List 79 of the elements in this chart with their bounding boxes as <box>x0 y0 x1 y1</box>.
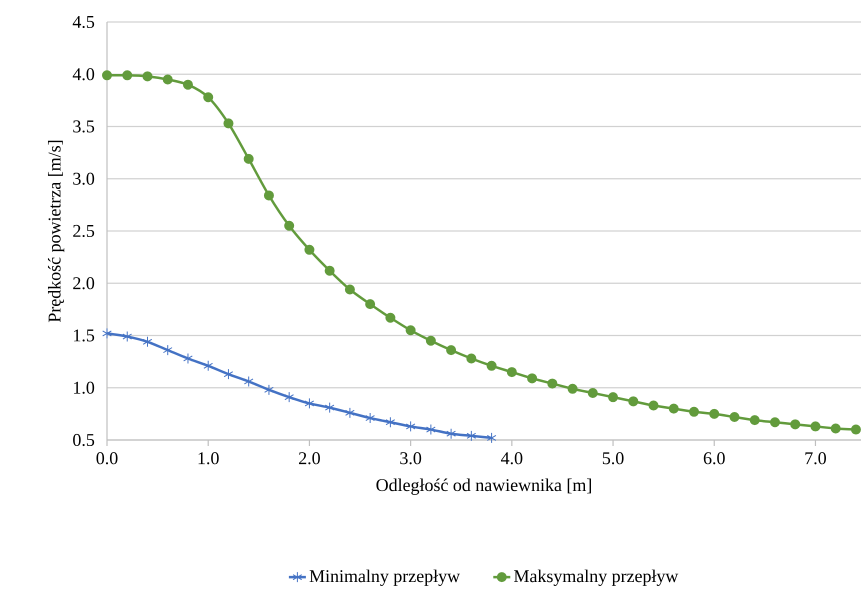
x-tick-label: 7.0 <box>805 452 826 464</box>
point <box>324 402 334 414</box>
x-tick-label: 4.0 <box>500 452 522 464</box>
y-tick-label: 0.5 <box>73 434 94 446</box>
point <box>729 412 740 422</box>
y-tick-label: 1.0 <box>74 382 94 394</box>
point <box>224 368 234 380</box>
point <box>142 71 152 82</box>
point <box>486 360 497 371</box>
point <box>162 344 173 356</box>
x-tick-label: 1.0 <box>198 452 219 464</box>
point <box>284 392 294 403</box>
point <box>709 408 720 419</box>
y-tick-label: 2.5 <box>73 224 94 238</box>
point <box>689 406 700 417</box>
y-tick-label: 3.5 <box>73 120 94 133</box>
point <box>122 331 132 342</box>
point <box>365 299 376 310</box>
point <box>486 432 496 444</box>
point <box>122 70 132 80</box>
x-tick-label: 6.0 <box>704 452 725 464</box>
y-tick-label: 4.0 <box>72 68 94 80</box>
y-tick-label: 3.0 <box>73 172 94 185</box>
point <box>406 325 416 336</box>
point <box>344 284 355 295</box>
x-tick-label: 2.0 <box>298 452 320 464</box>
point <box>426 424 436 436</box>
y-tick-label: 4.5 <box>72 16 94 28</box>
point <box>365 412 375 424</box>
point <box>446 345 456 356</box>
point <box>547 378 558 389</box>
point <box>244 154 254 164</box>
point <box>830 424 841 434</box>
y-tick-label: 2.0 <box>73 277 94 290</box>
point <box>668 404 679 414</box>
point <box>568 384 578 394</box>
point <box>345 407 355 418</box>
point <box>324 266 335 276</box>
point <box>264 384 274 396</box>
point <box>750 415 760 426</box>
x-axis-title: Odległość od nawiewnika [m] <box>376 478 591 495</box>
point <box>203 360 214 372</box>
point <box>506 367 517 378</box>
point <box>850 424 861 435</box>
y-tick-label: 1.5 <box>74 329 94 342</box>
point <box>182 80 193 90</box>
legend-label: Maksymalny przepływ <box>514 570 678 586</box>
y-axis-title: Prędkość powietrza [m/s] <box>48 140 64 322</box>
point <box>406 420 416 432</box>
point <box>608 392 618 402</box>
point <box>628 396 638 406</box>
point <box>142 336 152 348</box>
point <box>102 70 112 80</box>
point <box>648 400 659 411</box>
point <box>304 398 314 409</box>
point <box>810 421 820 432</box>
point <box>264 190 274 200</box>
x-tick-label: 0.0 <box>96 452 118 464</box>
point <box>203 92 214 102</box>
point <box>588 388 598 398</box>
point <box>466 430 476 442</box>
point <box>244 376 254 387</box>
point <box>385 312 396 323</box>
point <box>426 336 436 346</box>
point <box>304 244 314 255</box>
point <box>446 428 456 440</box>
point <box>770 417 780 428</box>
point <box>466 353 476 364</box>
point <box>386 416 396 428</box>
legend-label: Minimalny przepływ <box>310 570 460 586</box>
point <box>102 328 112 339</box>
x-tick-label: 5.0 <box>602 452 624 464</box>
point <box>527 373 538 384</box>
point <box>284 220 294 231</box>
point <box>223 118 234 128</box>
x-tick-label: 3.0 <box>400 452 422 464</box>
point <box>790 419 800 430</box>
point <box>183 352 193 364</box>
point <box>162 74 173 84</box>
